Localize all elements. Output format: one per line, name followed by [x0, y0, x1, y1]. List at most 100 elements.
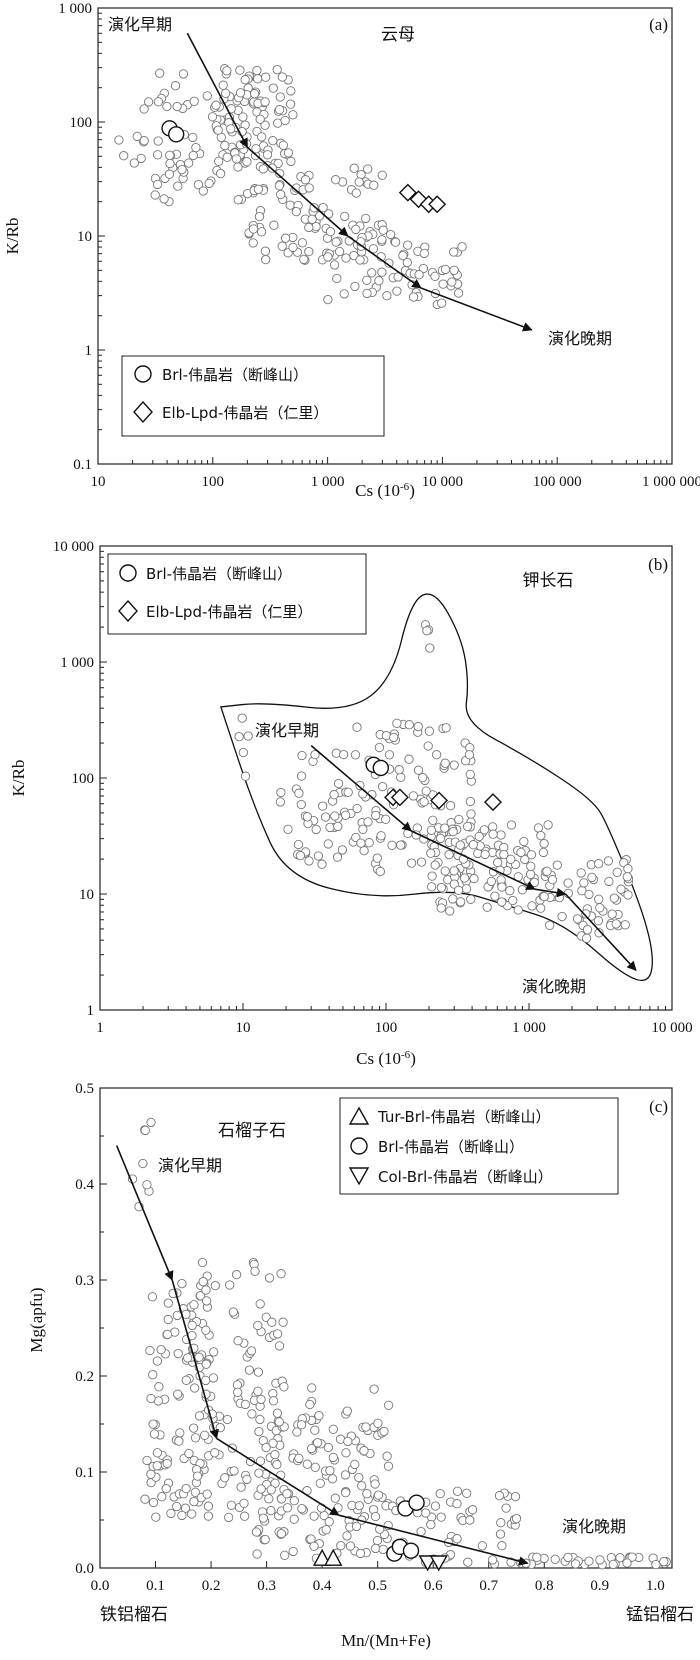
y-tick-label: 0.3 [75, 1273, 94, 1289]
data-point [274, 1417, 284, 1427]
data-point [421, 1508, 431, 1518]
data-point [213, 125, 223, 135]
panel-c-late-label: 演化晚期 [562, 1517, 626, 1536]
data-point [398, 250, 408, 261]
data-point [576, 868, 586, 878]
data-point [172, 101, 182, 112]
data-point [274, 181, 284, 191]
legend-diamond-marker [118, 599, 138, 623]
data-point [248, 224, 259, 234]
data-point [488, 829, 498, 839]
data-point [428, 815, 438, 825]
legend-a-elb: Elb-Lpd-伟晶岩（仁里） [162, 404, 328, 422]
x-tick-label: 0.2 [202, 1578, 221, 1594]
data-point [252, 65, 262, 76]
data-point [418, 772, 428, 783]
data-point [258, 1513, 269, 1523]
data-point [449, 760, 459, 770]
data-point [325, 1465, 335, 1476]
data-point [453, 288, 464, 298]
data-point [426, 1519, 436, 1530]
data-point [209, 1347, 219, 1357]
data-point [208, 1373, 219, 1383]
data-point [622, 1558, 632, 1568]
data-point [513, 905, 523, 915]
data-point [418, 263, 429, 274]
data-point [408, 791, 419, 801]
panel-b-data-cloud [234, 620, 634, 943]
data-point [188, 132, 198, 143]
data-point [309, 203, 319, 213]
panel-c-axes: 0.0 0.1 0.2 0.3 0.4 0.5 0.6 0.7 0.8 0.9 1.0 0.0 0.1 0… [75, 1081, 664, 1594]
data-point [255, 114, 265, 124]
data-point [477, 1541, 487, 1551]
data-point [532, 1552, 542, 1562]
data-point [367, 268, 377, 278]
data-point [373, 1490, 384, 1500]
x-tick-label: 10 [91, 474, 106, 490]
data-point [240, 1399, 251, 1410]
data-point [383, 1400, 394, 1410]
data-point [173, 1348, 183, 1359]
data-point [343, 787, 353, 797]
data-point [202, 1489, 212, 1499]
data-point [363, 817, 373, 827]
data-point [413, 721, 423, 732]
data-point [330, 175, 341, 185]
legend-circle-marker [350, 1137, 368, 1155]
data-point [278, 140, 289, 150]
data-point [362, 275, 372, 285]
data-point [340, 1470, 351, 1480]
data-point [604, 876, 614, 887]
data-point [539, 838, 549, 849]
data-point [355, 1548, 366, 1559]
data-point [323, 252, 333, 262]
y-tick-label: 1 000 [60, 655, 94, 671]
x-tick-label: 10 000 [422, 474, 463, 490]
data-point [200, 1430, 210, 1440]
data-point [300, 175, 311, 185]
sample-triangle-down [429, 1555, 448, 1572]
data-point [539, 891, 549, 902]
trend-arrow [338, 1514, 529, 1566]
data-point [377, 170, 387, 180]
data-point [261, 254, 271, 265]
data-point [350, 1459, 360, 1470]
sample-diamond [430, 791, 449, 810]
data-point [440, 866, 450, 876]
data-point [190, 1433, 201, 1443]
data-point [286, 86, 296, 96]
data-point [651, 1559, 661, 1570]
data-point [162, 1458, 172, 1469]
data-point [378, 225, 388, 235]
data-point [594, 859, 604, 869]
data-point [304, 246, 314, 257]
data-point [280, 233, 291, 243]
data-point [157, 1492, 167, 1502]
data-point [378, 1544, 388, 1555]
panel-c-early-label: 演化早期 [158, 1156, 222, 1175]
data-point [318, 801, 328, 811]
data-point [267, 1317, 277, 1327]
data-point [266, 1485, 276, 1495]
data-point [333, 1503, 343, 1513]
data-point [275, 168, 285, 179]
data-point [253, 74, 263, 84]
data-point [609, 893, 619, 903]
data-point [455, 897, 466, 907]
data-point [342, 1531, 352, 1541]
data-point [421, 786, 431, 796]
data-point [570, 1559, 581, 1569]
data-point [323, 1442, 334, 1453]
x-tick-label: 0.8 [535, 1578, 554, 1594]
data-point [525, 869, 536, 879]
panel-a-legend: Brl-伟晶岩（断峰山） Elb-Lpd-伟晶岩（仁里） [121, 355, 385, 437]
data-point [552, 860, 562, 870]
data-point [623, 890, 633, 900]
data-point [239, 1498, 249, 1508]
x-tick-label: 0.9 [590, 1578, 609, 1594]
legend-diamond-marker [133, 400, 153, 424]
data-point [278, 1317, 288, 1327]
data-point [202, 91, 212, 101]
data-point [466, 894, 476, 904]
